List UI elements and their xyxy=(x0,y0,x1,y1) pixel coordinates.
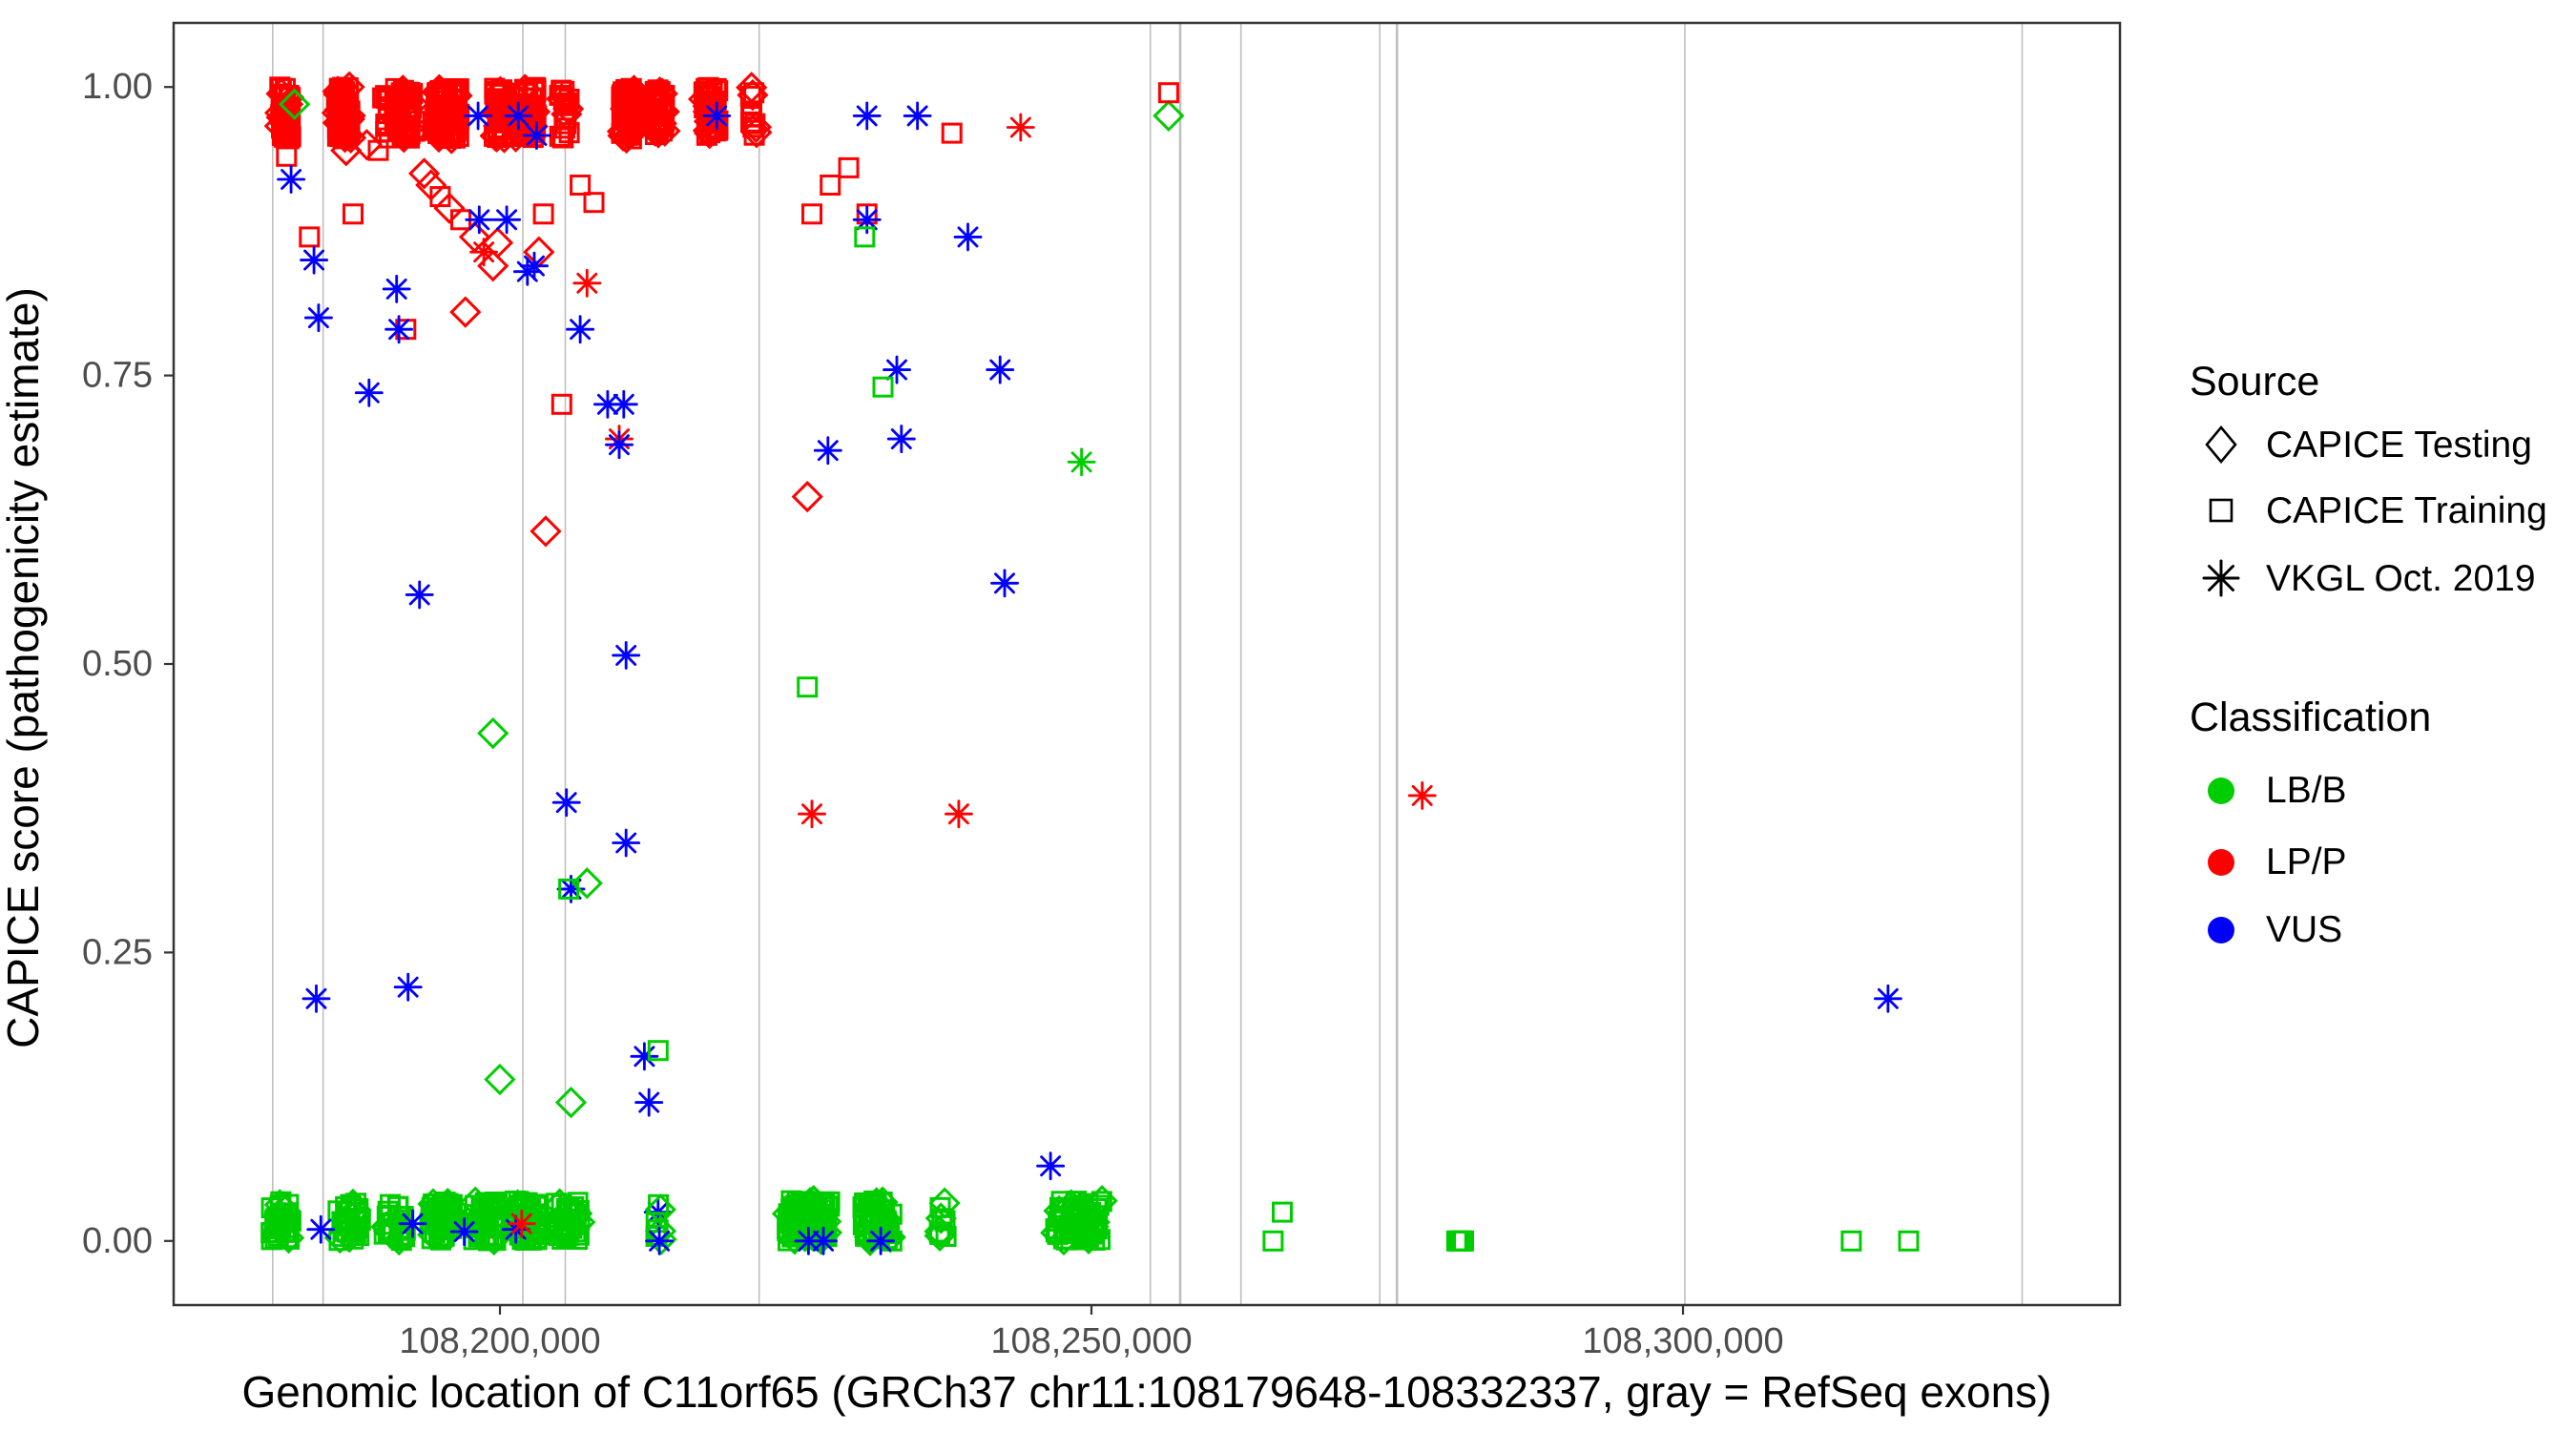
svg-text:CAPICE Training: CAPICE Training xyxy=(2266,490,2547,531)
svg-text:108,250,000: 108,250,000 xyxy=(990,1321,1192,1361)
svg-text:LP/P: LP/P xyxy=(2266,841,2347,882)
svg-text:VKGL Oct. 2019: VKGL Oct. 2019 xyxy=(2266,558,2536,599)
svg-text:CAPICE score (pathogenicity es: CAPICE score (pathogenicity estimate) xyxy=(0,287,48,1048)
svg-text:0.25: 0.25 xyxy=(82,932,153,972)
svg-text:Source: Source xyxy=(2190,359,2319,404)
svg-text:0.50: 0.50 xyxy=(82,644,153,684)
svg-text:0.75: 0.75 xyxy=(82,356,153,396)
svg-text:VUS: VUS xyxy=(2266,909,2342,950)
svg-text:0.00: 0.00 xyxy=(82,1221,153,1261)
svg-text:Classification: Classification xyxy=(2190,695,2431,740)
svg-text:Genomic location of C11orf65 (: Genomic location of C11orf65 (GRCh37 chr… xyxy=(242,1367,2052,1417)
svg-text:1.00: 1.00 xyxy=(82,67,153,107)
svg-text:108,300,000: 108,300,000 xyxy=(1582,1321,1783,1361)
svg-text:CAPICE Testing: CAPICE Testing xyxy=(2266,425,2532,466)
svg-text:LB/B: LB/B xyxy=(2266,770,2347,811)
svg-text:108,200,000: 108,200,000 xyxy=(399,1321,600,1361)
